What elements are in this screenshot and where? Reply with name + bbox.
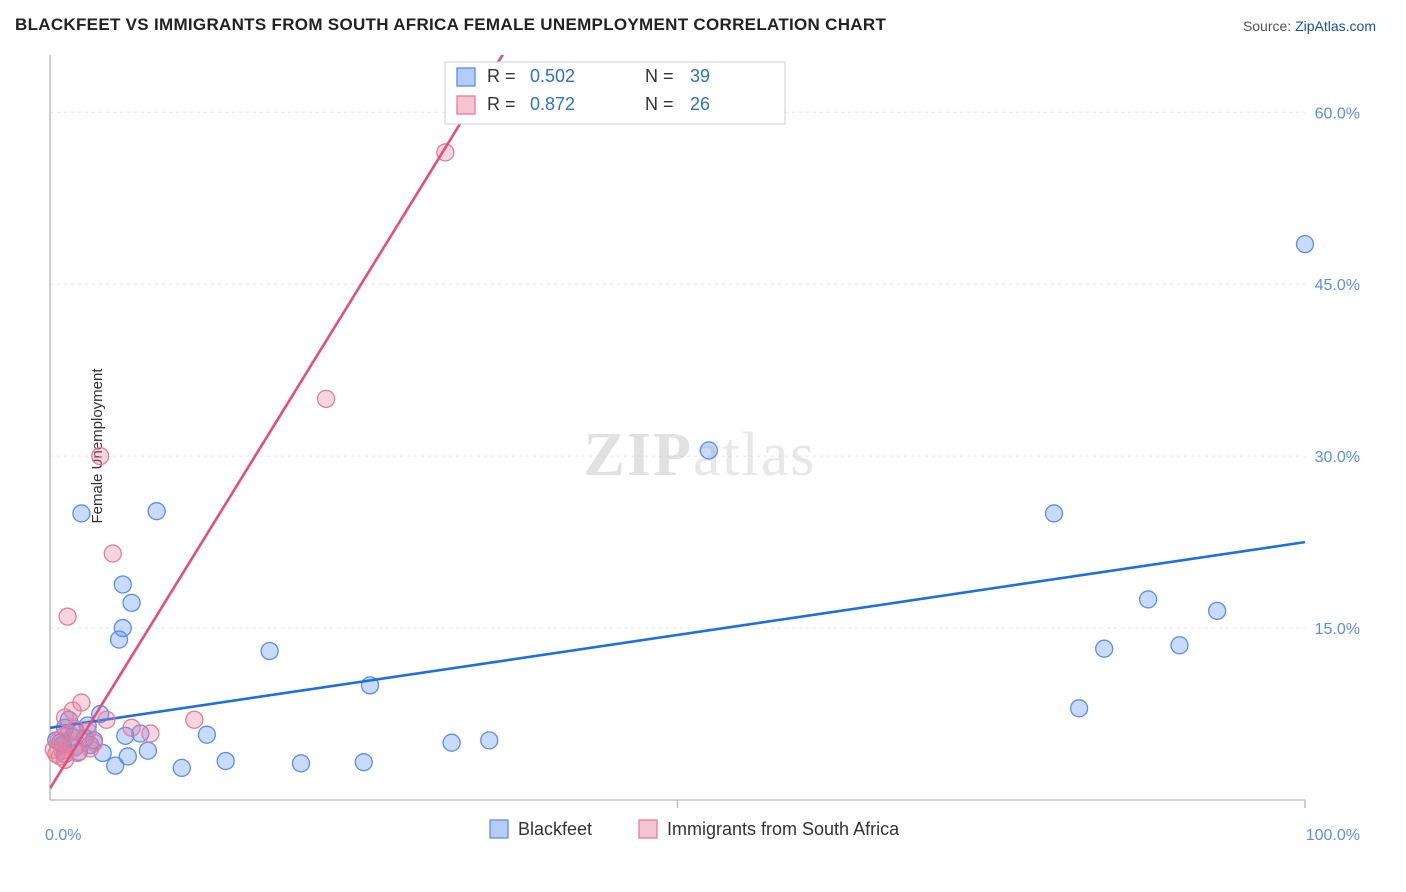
series-label: Immigrants from South Africa xyxy=(667,819,900,839)
series-label: Blackfeet xyxy=(518,819,592,839)
data-point-blackfeet xyxy=(114,576,131,593)
data-point-blackfeet xyxy=(443,734,460,751)
data-point-blackfeet xyxy=(1096,640,1113,657)
data-point-sa xyxy=(98,711,115,728)
legend-swatch xyxy=(457,68,475,86)
data-point-blackfeet xyxy=(139,742,156,759)
y-tick-label: 45.0% xyxy=(1315,277,1360,294)
data-point-blackfeet xyxy=(123,594,140,611)
watermark: ZIPatlas xyxy=(584,421,817,489)
data-point-sa xyxy=(123,719,140,736)
data-point-blackfeet xyxy=(114,620,131,637)
legend-r-value: 0.872 xyxy=(530,94,575,114)
series-swatch xyxy=(639,820,657,838)
y-tick-label: 30.0% xyxy=(1315,449,1360,466)
data-point-blackfeet xyxy=(217,753,234,770)
legend-n-value: 26 xyxy=(690,94,710,114)
legend-r-value: 0.502 xyxy=(530,66,575,86)
legend-r-label: R = xyxy=(487,66,516,86)
data-point-sa xyxy=(92,448,109,465)
x-origin-label: 0.0% xyxy=(45,827,81,844)
legend-swatch xyxy=(457,96,475,114)
legend-n-label: N = xyxy=(645,66,674,86)
data-point-blackfeet xyxy=(1046,505,1063,522)
data-point-blackfeet xyxy=(173,759,190,776)
data-point-blackfeet xyxy=(1297,236,1314,253)
data-point-blackfeet xyxy=(1209,602,1226,619)
data-point-blackfeet xyxy=(293,755,310,772)
data-point-sa xyxy=(73,694,90,711)
data-point-blackfeet xyxy=(700,442,717,459)
data-point-blackfeet xyxy=(355,754,372,771)
y-tick-label: 60.0% xyxy=(1315,105,1360,122)
data-point-blackfeet xyxy=(1071,700,1088,717)
legend-r-label: R = xyxy=(487,94,516,114)
data-point-sa xyxy=(142,725,159,742)
x-max-label: 100.0% xyxy=(1306,827,1360,844)
data-point-sa xyxy=(318,390,335,407)
legend-n-value: 39 xyxy=(690,66,710,86)
data-point-blackfeet xyxy=(73,505,90,522)
data-point-blackfeet xyxy=(119,748,136,765)
trend-line-blackfeet xyxy=(50,542,1305,728)
correlation-chart: 15.0% 30.0% 45.0% 60.0% ZIPatlas 0.0% 100.0% R … xyxy=(0,0,1406,892)
y-tick-label: 15.0% xyxy=(1315,621,1360,638)
data-point-sa xyxy=(59,608,76,625)
data-point-blackfeet xyxy=(1140,591,1157,608)
data-point-blackfeet xyxy=(1171,637,1188,654)
series-swatch xyxy=(490,820,508,838)
legend-n-label: N = xyxy=(645,94,674,114)
data-point-sa xyxy=(186,711,203,728)
data-point-sa xyxy=(104,545,121,562)
data-point-blackfeet xyxy=(261,643,278,660)
data-point-blackfeet xyxy=(481,732,498,749)
data-point-sa xyxy=(85,734,102,751)
data-point-blackfeet xyxy=(148,503,165,520)
data-point-blackfeet xyxy=(198,726,215,743)
